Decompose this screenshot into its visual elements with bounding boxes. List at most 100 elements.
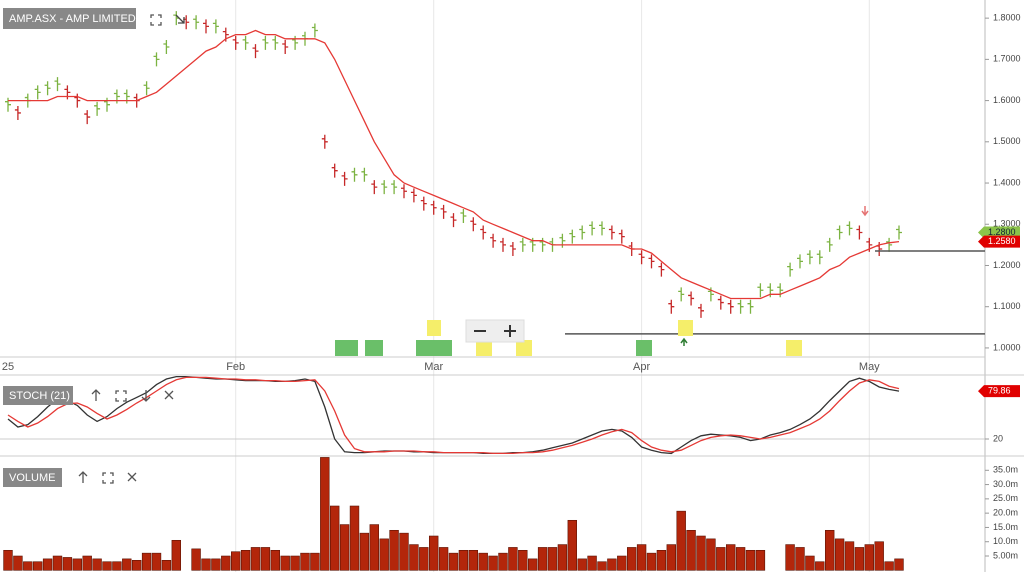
- price-bar: [698, 303, 704, 318]
- volume-bar: [577, 558, 587, 571]
- volume-bar: [92, 558, 102, 571]
- volume-bar: [329, 505, 340, 571]
- price-bar: [143, 81, 150, 96]
- series-line: [8, 29, 900, 300]
- volume-bar: [874, 541, 884, 571]
- volume-bar: [122, 558, 132, 571]
- volume-bar: [666, 544, 677, 571]
- title-box: [3, 468, 62, 487]
- volume-bar: [102, 561, 112, 571]
- event-marker[interactable]: [476, 340, 492, 356]
- price-bar: [797, 254, 803, 269]
- x-tick-label: Mar: [424, 361, 443, 373]
- price-bar: [509, 241, 516, 256]
- move-down-icon[interactable]: [141, 390, 151, 402]
- price-bar: [658, 262, 665, 277]
- volume-bar: [171, 539, 181, 571]
- x-tick-label: Apr: [633, 361, 650, 373]
- event-marker[interactable]: [365, 340, 383, 356]
- price-bar: [34, 85, 41, 100]
- volume-bar: [250, 547, 261, 571]
- volume-bar: [320, 457, 330, 571]
- up-arrow: [680, 337, 688, 346]
- marks: 25 Feb Mar Apr May1.00001.10001.20001.30001.…: [2, 11, 1021, 571]
- move-up-icon[interactable]: [78, 471, 88, 483]
- price-bar: [193, 15, 200, 30]
- expand-icon[interactable]: [150, 14, 162, 26]
- y-tick-label: 30.0m: [993, 479, 1018, 489]
- title-box: [3, 386, 73, 405]
- y-tick-label: 20.0m: [993, 508, 1018, 518]
- event-marker[interactable]: [786, 340, 802, 356]
- price-bar: [242, 35, 249, 50]
- price-bar: [232, 35, 239, 50]
- volume-bar: [221, 555, 231, 571]
- event-marker[interactable]: [416, 340, 452, 356]
- event-markers: [175, 14, 869, 356]
- price-bar: [401, 184, 407, 199]
- panel-title: STOCH (21): [9, 390, 70, 402]
- price-bar: [668, 299, 675, 314]
- volume-bar: [834, 538, 845, 571]
- down-arrow: [861, 206, 869, 217]
- volume-bar: [132, 559, 142, 571]
- volume-bar: [686, 529, 696, 571]
- volume-bar: [567, 519, 578, 571]
- volume-bar: [636, 544, 647, 571]
- price-tag: [978, 226, 1020, 239]
- volume-bar: [815, 561, 825, 571]
- price-bar: [391, 180, 398, 195]
- volume-bar: [52, 555, 63, 571]
- event-marker[interactable]: [636, 340, 652, 356]
- volume-bar: [696, 535, 706, 571]
- volume-bar: [310, 552, 320, 571]
- price-bar: [470, 217, 477, 232]
- event-marker[interactable]: [516, 340, 532, 356]
- volume-bar: [498, 552, 508, 571]
- move-up-icon[interactable]: [91, 389, 101, 401]
- arrow: [175, 14, 185, 24]
- y-tick-label: 1.2000: [993, 260, 1021, 270]
- price-bar: [856, 225, 863, 240]
- price-tag: [978, 235, 1020, 248]
- price-bar: [212, 19, 219, 34]
- zoom-in[interactable]: [504, 325, 516, 337]
- price-bar: [311, 23, 318, 38]
- volume-bar: [23, 561, 33, 571]
- volume-bar: [547, 547, 558, 571]
- volume-bar: [82, 555, 92, 571]
- price-bar: [500, 237, 506, 252]
- volume-bar: [458, 549, 469, 571]
- close-icon[interactable]: [164, 390, 174, 400]
- volume-bar: [824, 529, 835, 571]
- event-marker[interactable]: [678, 320, 693, 336]
- price-bar: [440, 204, 447, 219]
- volume-bar: [369, 524, 379, 571]
- price-bar: [54, 77, 61, 92]
- price-bar: [519, 237, 526, 252]
- volume-bar: [617, 555, 627, 571]
- price-bar: [896, 225, 902, 240]
- volume-bar: [646, 552, 657, 571]
- close-icon[interactable]: [127, 472, 137, 482]
- volume-bar: [656, 549, 667, 571]
- x-tick-label: Feb: [226, 361, 245, 373]
- volume-bar: [339, 524, 350, 571]
- price-bar: [826, 237, 833, 252]
- event-marker[interactable]: [335, 340, 358, 356]
- expand-icon[interactable]: [102, 472, 114, 484]
- price-bar: [579, 225, 586, 240]
- price-bar: [351, 167, 358, 182]
- volume-bar: [211, 558, 221, 571]
- y-tick-label: 1.5000: [993, 136, 1021, 146]
- expand-icon[interactable]: [115, 390, 127, 402]
- y-tick-label: 35.0m: [993, 465, 1018, 475]
- volume-bar: [725, 544, 736, 571]
- volume-bar: [72, 558, 83, 571]
- volume-bar: [260, 547, 271, 571]
- price-bar: [14, 105, 21, 120]
- y-tick-label: 10.0m: [993, 536, 1018, 546]
- event-marker[interactable]: [427, 320, 441, 336]
- volume-bar: [448, 552, 459, 571]
- volume-bar: [270, 549, 280, 571]
